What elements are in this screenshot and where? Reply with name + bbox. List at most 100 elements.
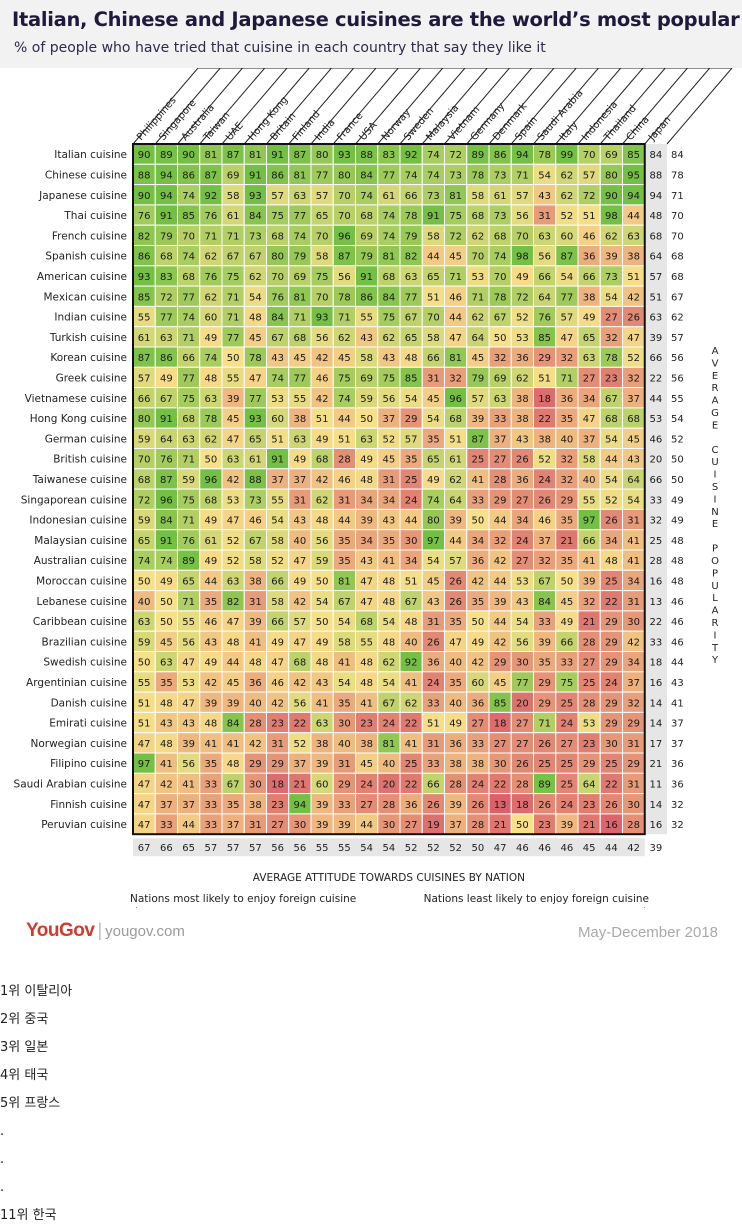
cell-value: 25 [561, 779, 574, 790]
cell-value: 68 [650, 231, 663, 242]
header-divider [444, 68, 510, 145]
cell-value: 37 [182, 800, 195, 811]
row-average: 56 [671, 373, 684, 384]
cell-value: 63 [160, 658, 173, 669]
cell-value: 85 [405, 373, 418, 384]
cell-value: 95 [627, 170, 640, 181]
cell-value: 31 [249, 597, 262, 608]
cell-value: 87 [294, 150, 307, 161]
cell-value: 32 [494, 536, 507, 547]
cell-value: 25 [405, 475, 418, 486]
country-label: USA [358, 120, 380, 143]
cell-value: 40 [449, 698, 462, 709]
cell-value: 32 [627, 698, 640, 709]
cell-value: 44 [494, 576, 507, 587]
cell-value: 48 [316, 658, 329, 669]
cell-value: 44 [405, 516, 418, 527]
cuisine-label: American cuisine [37, 271, 127, 283]
cell-value: 93 [249, 191, 262, 202]
cell-value: 48 [405, 353, 418, 364]
cell-value: 18 [650, 658, 663, 669]
cell-value: 28 [449, 779, 462, 790]
cell-value: 13 [494, 800, 507, 811]
cell-value: 27 [516, 556, 529, 567]
cell-value: 49 [583, 313, 596, 324]
cell-value: 52 [516, 313, 529, 324]
cell-value: 42 [294, 678, 307, 689]
header-divider [399, 68, 466, 145]
cell-value: 53 [516, 576, 529, 587]
row-average: 52 [671, 434, 684, 445]
cell-value: 39 [316, 800, 329, 811]
cell-value: 63 [405, 272, 418, 283]
cell-value: 96 [205, 475, 218, 486]
cell-value: 72 [583, 191, 596, 202]
cell-value: 67 [338, 597, 351, 608]
cell-value: 76 [138, 211, 151, 222]
header-divider [622, 68, 688, 145]
cell-value: 87 [561, 252, 574, 263]
cell-value: 27 [605, 313, 618, 324]
cell-value: 50 [360, 414, 373, 425]
cell-value: 66 [271, 617, 284, 628]
cell-value: 32 [449, 373, 462, 384]
cell-value: 81 [383, 252, 396, 263]
cell-value: 72 [138, 495, 151, 506]
cell-value: 39 [338, 820, 351, 831]
cell-value: 74 [494, 252, 507, 263]
cell-value: 45 [449, 252, 462, 263]
row-average: 46 [671, 597, 684, 608]
cuisine-label: Australian cuisine [34, 555, 127, 567]
cell-value: 49 [427, 475, 440, 486]
cell-value: 28 [383, 800, 396, 811]
cell-value: 44 [494, 516, 507, 527]
cell-value: 74 [182, 252, 195, 263]
cell-value: 89 [472, 150, 485, 161]
cell-value: 48 [383, 576, 396, 587]
cell-value: 86 [360, 292, 373, 303]
cell-value: 21 [561, 536, 574, 547]
cell-value: 70 [472, 252, 485, 263]
cell-value: 49 [205, 556, 218, 567]
cell-value: 70 [338, 211, 351, 222]
cell-value: 35 [449, 678, 462, 689]
cell-value: 20 [383, 779, 396, 790]
cell-value: 81 [449, 353, 462, 364]
right-note: Nations least likely to enjoy foreign cu… [424, 893, 649, 905]
cell-value: 55 [271, 495, 284, 506]
ranking-note: . [0, 1124, 5, 1139]
cell-value: 54 [605, 292, 618, 303]
cell-value: 66 [538, 272, 551, 283]
cell-value: 67 [405, 597, 418, 608]
cell-value: 27 [516, 739, 529, 750]
row-average: 48 [671, 576, 684, 587]
cell-value: 19 [427, 820, 440, 831]
cell-value: 66 [271, 576, 284, 587]
cell-value: 22 [650, 617, 663, 628]
cell-value: 59 [316, 556, 329, 567]
cell-value: 43 [427, 597, 440, 608]
cell-value: 50 [160, 617, 173, 628]
ranking-note: 5위 프랑스 [0, 1096, 61, 1111]
cell-value: 68 [472, 211, 485, 222]
cell-value: 85 [627, 150, 640, 161]
cell-value: 58 [583, 455, 596, 466]
cell-value: 49 [160, 373, 173, 384]
cell-value: 62 [383, 333, 396, 344]
cell-value: 37 [383, 414, 396, 425]
cell-value: 46 [249, 516, 262, 527]
cell-value: 67 [249, 536, 262, 547]
cell-value: 29 [605, 698, 618, 709]
cell-value: 56 [538, 252, 551, 263]
cell-value: 67 [605, 394, 618, 405]
cell-value: 51 [627, 272, 640, 283]
yougov-logo[interactable]: YouGov | yougov.com [26, 920, 185, 942]
cell-value: 42 [627, 637, 640, 648]
cell-value: 50 [561, 576, 574, 587]
cell-value: 41 [205, 739, 218, 750]
header-divider [555, 68, 622, 145]
cell-value: 77 [160, 313, 173, 324]
cell-value: 38 [249, 800, 262, 811]
cell-value: 74 [182, 313, 195, 324]
cell-value: 72 [449, 150, 462, 161]
